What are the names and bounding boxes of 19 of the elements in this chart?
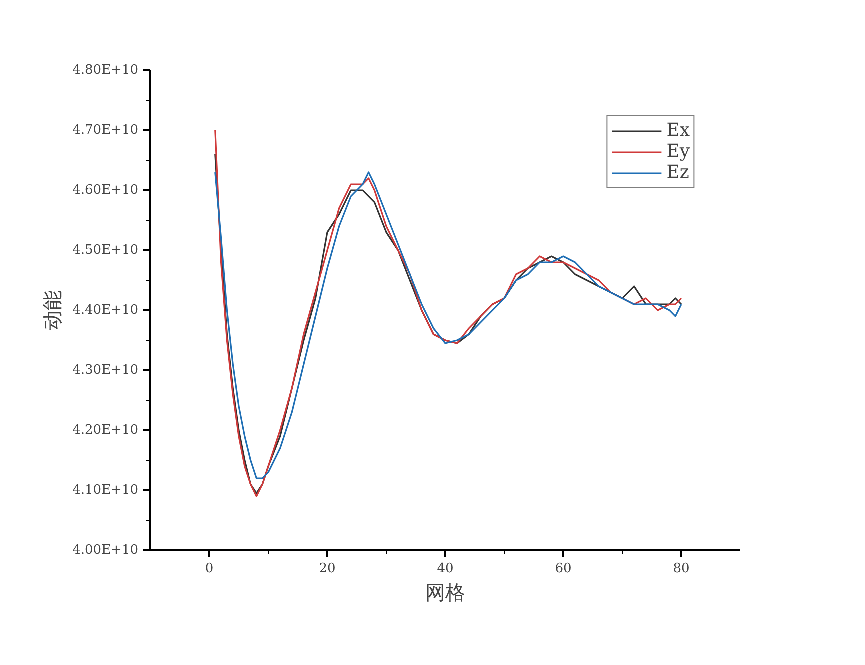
legend-label: Ey bbox=[666, 141, 690, 162]
x-tick-label: 40 bbox=[437, 562, 454, 576]
y-tick-label: 4.50E+10 bbox=[72, 243, 139, 258]
y-tick-label: 4.40E+10 bbox=[72, 303, 139, 318]
y-tick-label: 4.80E+10 bbox=[72, 63, 139, 78]
y-tick-label: 4.30E+10 bbox=[72, 363, 139, 378]
legend-label: Ex bbox=[666, 120, 690, 141]
y-tick-label: 4.60E+10 bbox=[72, 183, 139, 198]
y-tick-label: 4.10E+10 bbox=[72, 483, 139, 498]
x-tick-label: 80 bbox=[673, 562, 690, 576]
legend-label: Ez bbox=[666, 162, 690, 183]
y-tick-label: 4.00E+10 bbox=[72, 543, 139, 558]
y-tick-label: 4.20E+10 bbox=[72, 423, 139, 438]
x-tick-label: 0 bbox=[205, 562, 214, 576]
x-tick-label: 60 bbox=[555, 562, 572, 576]
x-tick-label: 20 bbox=[319, 562, 336, 576]
x-axis-title: 网格 bbox=[426, 580, 466, 604]
y-tick-label: 4.70E+10 bbox=[72, 123, 139, 138]
y-axis-title: 动能 bbox=[40, 290, 65, 330]
